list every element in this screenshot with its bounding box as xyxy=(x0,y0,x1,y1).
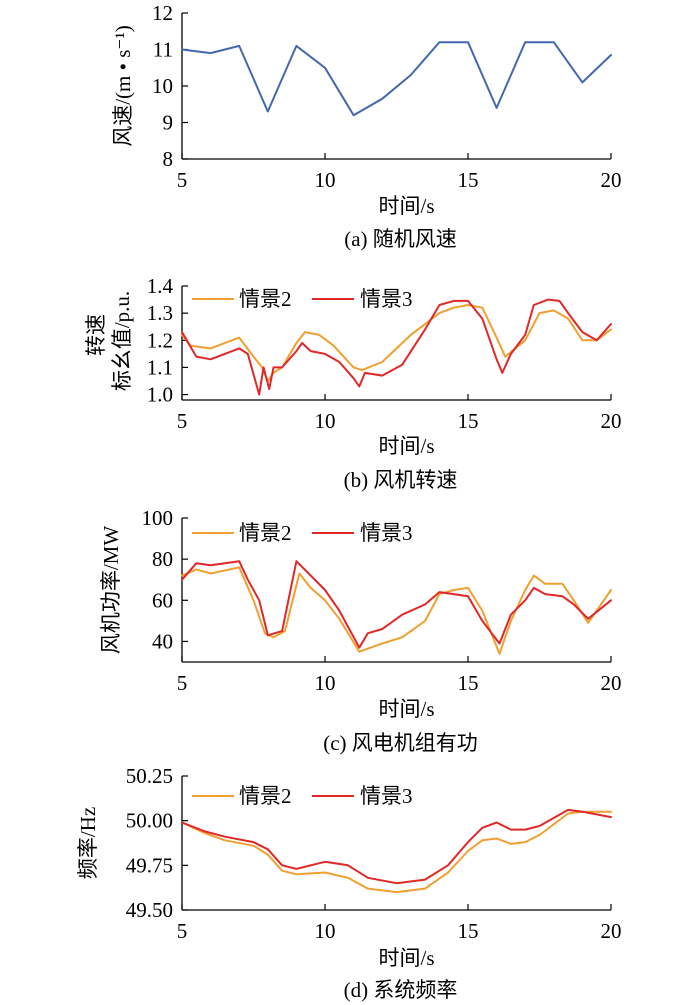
legend: 情景2 情景3 xyxy=(192,287,413,311)
y-tick-label: 60 xyxy=(152,588,173,612)
y-axis-title: 风速/(m • s⁻¹) xyxy=(111,25,135,147)
y-tick-label: 1.4 xyxy=(147,274,174,298)
legend: 情景2 情景3 xyxy=(192,521,413,545)
x-tick-label: 10 xyxy=(315,409,336,433)
legend-label: 情景3 xyxy=(360,784,413,808)
legend-label: 情景2 xyxy=(239,784,292,808)
x-tick-label: 20 xyxy=(601,671,622,695)
x-axis-title: 时间/s xyxy=(378,434,434,458)
x-axis-title: 时间/s xyxy=(378,946,434,970)
y-tick-label: 80 xyxy=(152,547,173,571)
y-tick-label: 12 xyxy=(152,1,173,25)
x-tick-label: 5 xyxy=(177,168,188,192)
x-tick-label: 5 xyxy=(177,409,188,433)
x-tick-label: 15 xyxy=(458,919,479,943)
y-tick-label: 9 xyxy=(163,111,174,135)
series-line-情景3 xyxy=(181,298,612,396)
legend: 情景2 情景3 xyxy=(192,784,413,808)
legend-label: 情景3 xyxy=(360,521,413,545)
legend-label: 情景3 xyxy=(360,287,413,311)
panel-caption: (a) 随机风速 xyxy=(344,227,457,251)
legend-label: 情景2 xyxy=(239,287,292,311)
x-tick-label: 5 xyxy=(177,919,188,943)
x-tick-label: 15 xyxy=(458,671,479,695)
y-tick-label: 1.0 xyxy=(147,383,173,407)
chart-panel-d: 5 10 15 20 49.50 49.75 50.00 50.25 时间/s (d) 系统频率 频… xyxy=(76,764,622,1002)
x-axis-title: 时间/s xyxy=(378,194,434,218)
y-axis-title: 频率/Hz xyxy=(76,807,100,879)
panel-caption: (c) 风电机组有功 xyxy=(323,731,478,755)
y-axis-title-line2: 标幺值/p.u. xyxy=(110,291,134,391)
y-tick-label: 10 xyxy=(152,74,173,98)
y-tick-label: 1.2 xyxy=(147,328,173,352)
x-tick-label: 15 xyxy=(458,168,479,192)
x-tick-label: 20 xyxy=(601,409,622,433)
series-line-wind-speed xyxy=(181,41,612,117)
series-line-情景3 xyxy=(181,808,612,885)
y-axis-title: 风机功率/MW xyxy=(99,526,123,655)
x-tick-label: 15 xyxy=(458,409,479,433)
series-line-情景2 xyxy=(181,304,612,382)
y-tick-label: 50.25 xyxy=(126,764,173,788)
x-tick-label: 10 xyxy=(315,168,336,192)
y-tick-label: 49.50 xyxy=(126,898,173,922)
series-line-情景2 xyxy=(181,566,612,655)
series-line-情景2 xyxy=(181,810,612,894)
chart-panel-a: 5 10 15 20 8 9 10 11 12 时间/s (a) 随机风速 风速/(m • s⁻¹) xyxy=(111,1,622,251)
y-tick-label: 49.75 xyxy=(126,853,173,877)
series-line-情景3 xyxy=(181,560,612,649)
chart-panel-c: 5 10 15 20 40 60 80 100 时间/s (c) 风电机组有功 风机功率/MW 情景2… xyxy=(99,506,622,755)
x-tick-label: 5 xyxy=(177,671,188,695)
y-tick-label: 50.00 xyxy=(126,809,173,833)
y-tick-label: 11 xyxy=(153,38,173,62)
y-tick-label: 1.3 xyxy=(147,301,173,325)
y-tick-label: 8 xyxy=(163,147,174,171)
y-tick-label: 1.1 xyxy=(147,355,173,379)
x-axis-title: 时间/s xyxy=(378,697,434,721)
x-tick-label: 20 xyxy=(601,919,622,943)
y-axis-title-line1: 转速 xyxy=(84,314,108,356)
y-tick-label: 40 xyxy=(152,629,173,653)
panel-caption: (b) 风机转速 xyxy=(344,468,458,492)
panel-caption: (d) 系统频率 xyxy=(344,978,458,1002)
chart-panel-b: 5 10 15 20 1.0 1.1 1.2 1.3 1.4 时间/s (b) 风机转速 转速 标幺值/… xyxy=(84,274,622,492)
legend-label: 情景2 xyxy=(239,521,292,545)
x-tick-label: 10 xyxy=(315,671,336,695)
x-tick-label: 20 xyxy=(601,168,622,192)
x-tick-label: 10 xyxy=(315,919,336,943)
y-tick-label: 100 xyxy=(142,506,174,530)
